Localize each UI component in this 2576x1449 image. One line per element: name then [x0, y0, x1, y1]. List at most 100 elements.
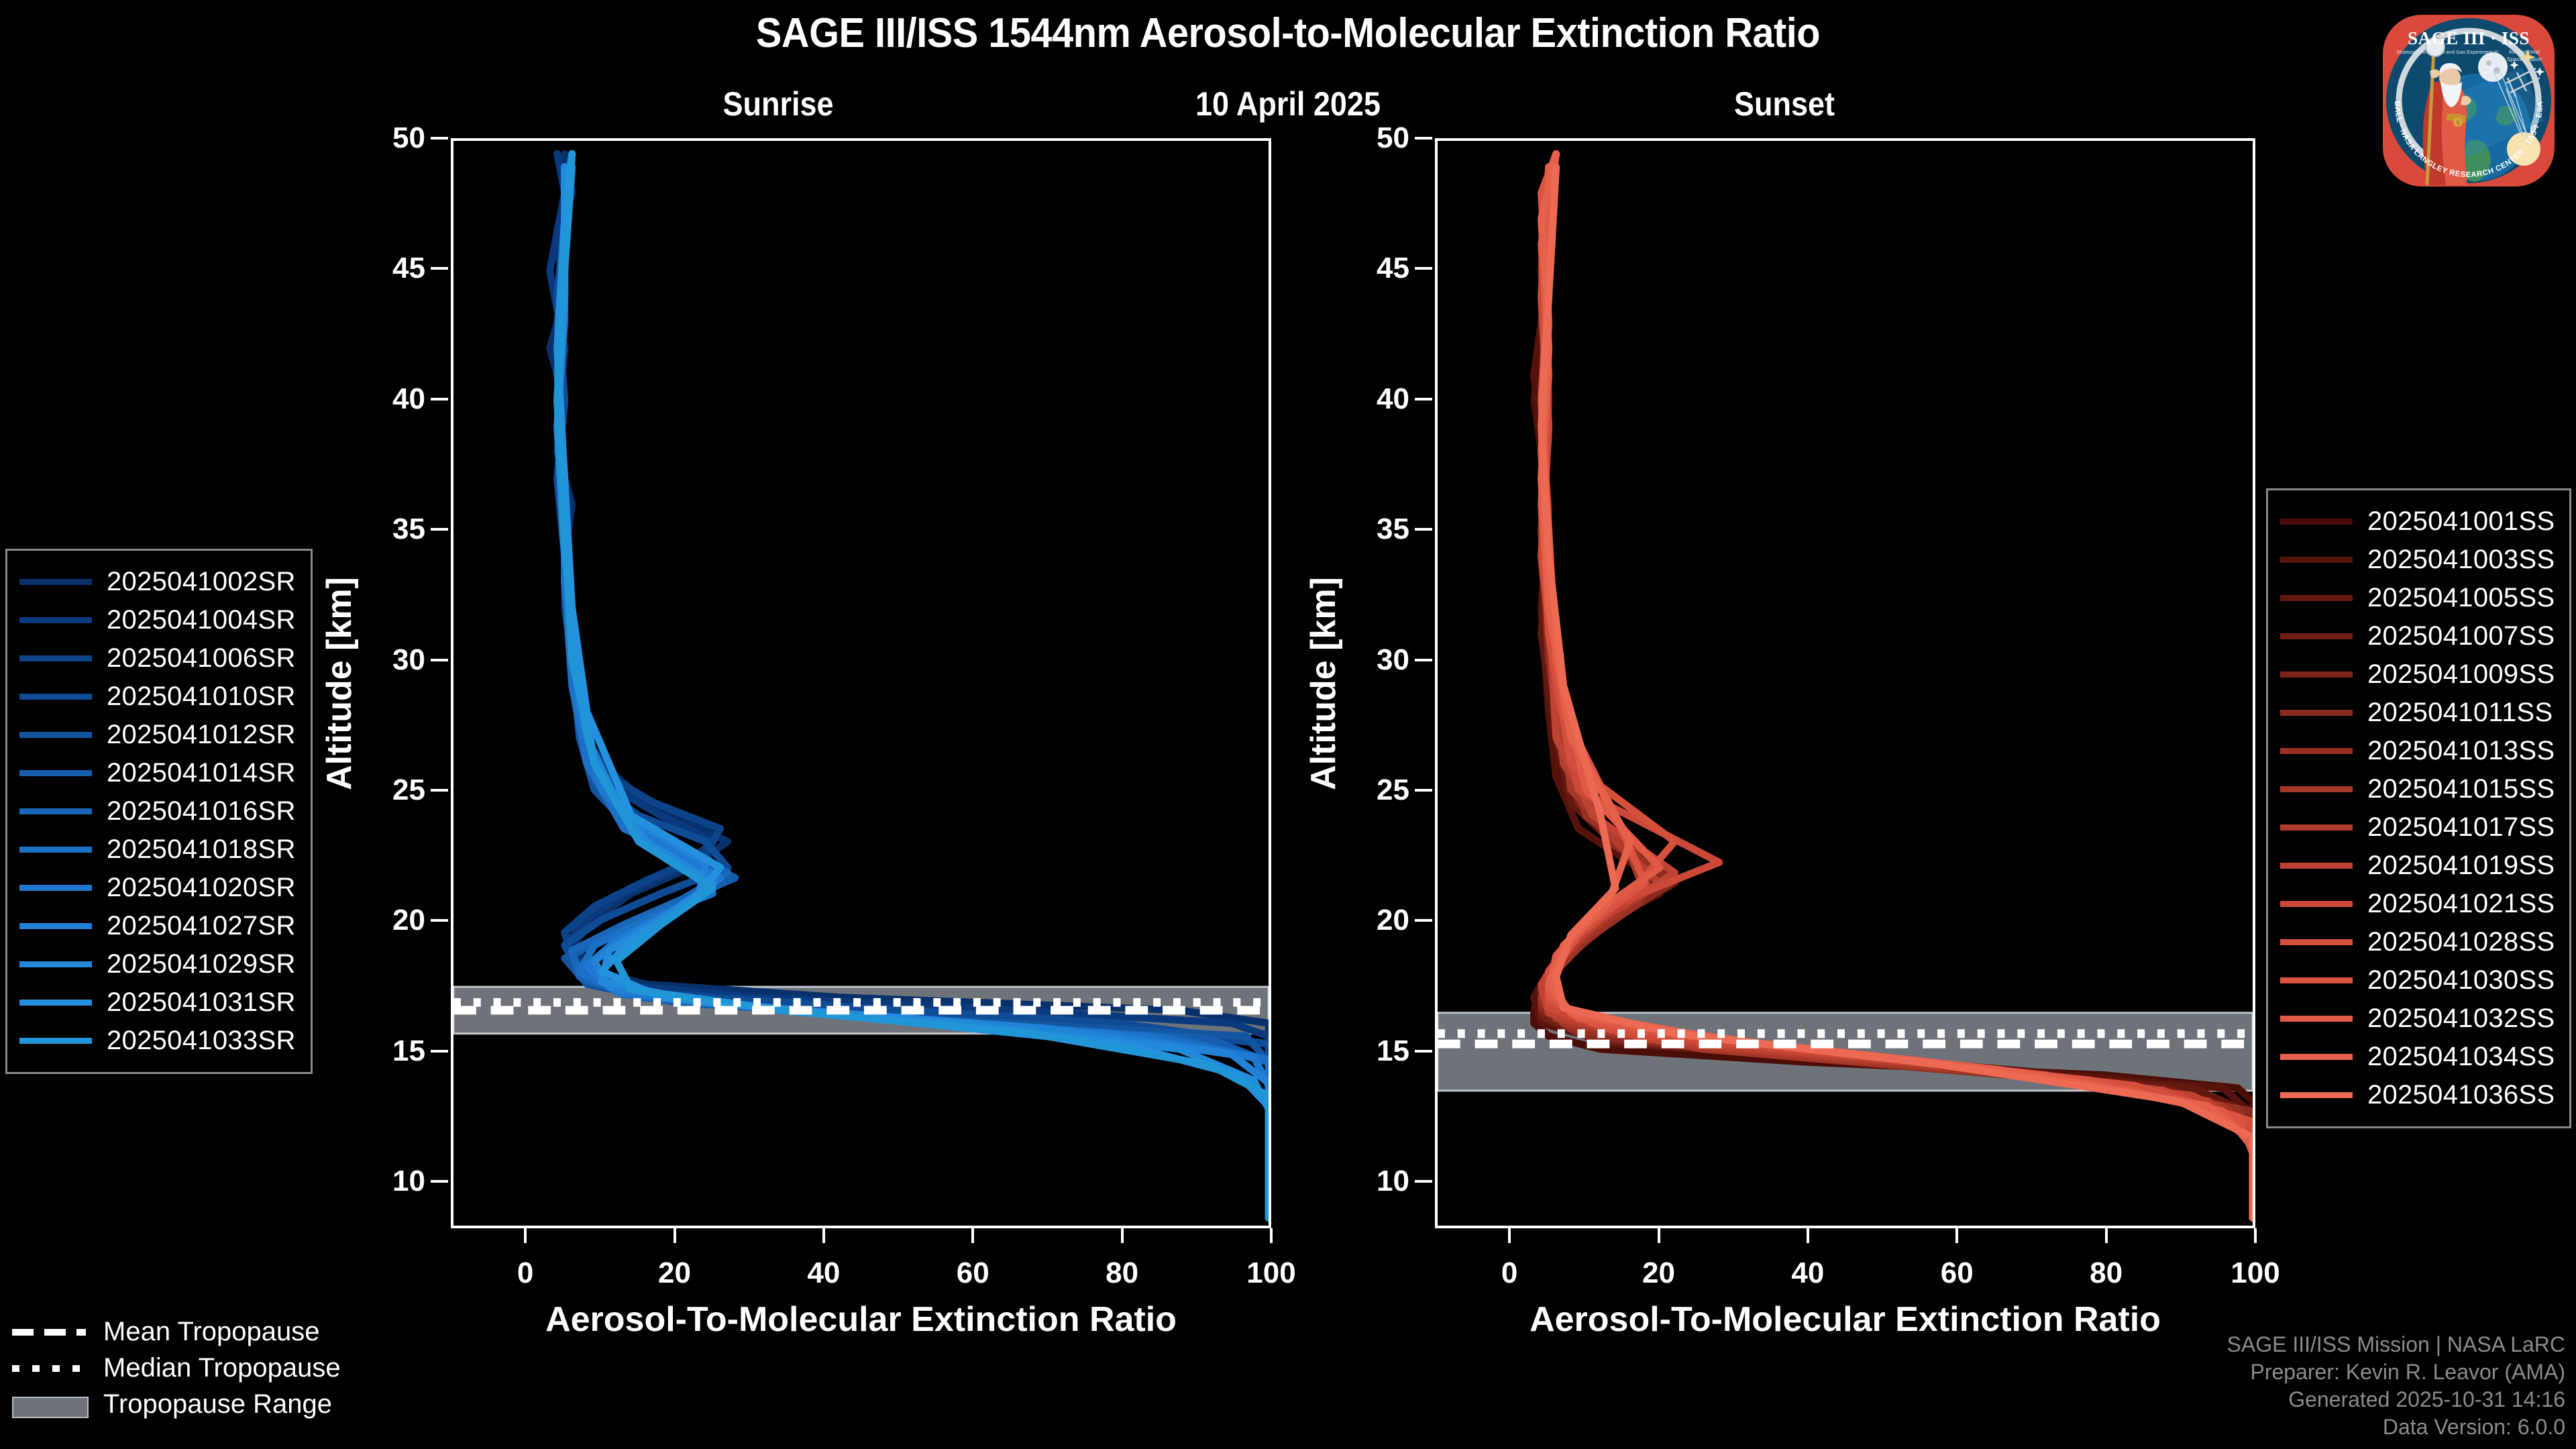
dotted-line-icon — [12, 1360, 86, 1375]
x-tick-label-sunrise-40: 40 — [807, 1256, 841, 1289]
legend-item-2025041020SR[interactable]: 2025041020SR — [19, 869, 296, 907]
legend-item-2025041005SS[interactable]: 2025041005SS — [2280, 579, 2555, 617]
y-tick-mark-sunset-50 — [1415, 137, 1432, 140]
legend-label-2025041030SS: 2025041030SS — [2367, 965, 2555, 995]
legend-item-2025041019SS[interactable]: 2025041019SS — [2280, 847, 2555, 885]
legend-color-swatch-2025041010SR — [19, 694, 92, 700]
legend-item-2025041033SR[interactable]: 2025041033SR — [19, 1022, 296, 1060]
legend-item-2025041030SS[interactable]: 2025041030SS — [2280, 961, 2555, 1000]
legend-item-2025041016SR[interactable]: 2025041016SR — [19, 792, 296, 830]
dashed-line-icon — [12, 1324, 86, 1339]
plot-frame-sunset — [1435, 138, 2255, 1228]
legend-item-2025041003SS[interactable]: 2025041003SS — [2280, 541, 2555, 579]
legend-sunset[interactable]: 2025041001SS 2025041003SS 2025041005SS 2025… — [2266, 488, 2572, 1128]
y-tick-mark-sunset-35 — [1415, 528, 1432, 531]
legend-item-2025041014SR[interactable]: 2025041014SR — [19, 754, 296, 792]
y-tick-label-sunset-50: 50 — [1377, 121, 1409, 154]
legend-item-2025041036SS[interactable]: 2025041036SS — [2280, 1076, 2555, 1114]
y-tick-mark-sunset-15 — [1415, 1049, 1432, 1053]
x-axis-sunset: Aerosol-To-Molecular Extinction Ratio 0 2… — [1435, 1228, 2280, 1349]
y-tick-label-sunrise-30: 30 — [392, 643, 425, 676]
legend-label-2025041004SR: 2025041004SR — [107, 605, 296, 635]
y-tick-label-sunset-35: 35 — [1377, 513, 1409, 546]
x-tick-label-sunset-60: 60 — [1940, 1256, 1974, 1289]
legend-item-2025041021SS[interactable]: 2025041021SS — [2280, 885, 2555, 923]
legend-label-2025041031SR: 2025041031SR — [107, 987, 296, 1017]
legend-color-swatch-2025041031SR — [19, 1000, 92, 1006]
legend-item-tropopause-range[interactable]: Tropopause Range — [12, 1386, 341, 1422]
legend-item-2025041011SS[interactable]: 2025041011SS — [2280, 694, 2555, 732]
legend-item-2025041032SS[interactable]: 2025041032SS — [2280, 1000, 2555, 1038]
legend-item-2025041010SR[interactable]: 2025041010SR — [19, 678, 296, 716]
y-tick-mark-sunset-10 — [1415, 1180, 1432, 1183]
legend-item-2025041001SS[interactable]: 2025041001SS — [2280, 502, 2555, 541]
tropopause-legend[interactable]: Mean Tropopause Median Tropopause Tropop… — [12, 1313, 341, 1422]
legend-label-2025041027SR: 2025041027SR — [107, 911, 296, 941]
legend-label-2025041013SS: 2025041013SS — [2367, 736, 2555, 765]
legend-item-median-tropopause[interactable]: Median Tropopause — [12, 1350, 341, 1386]
legend-item-2025041004SR[interactable]: 2025041004SR — [19, 601, 296, 639]
legend-color-swatch-2025041002SR — [19, 579, 92, 585]
y-tick-mark-sunset-25 — [1415, 788, 1432, 792]
legend-color-swatch-2025041013SS — [2280, 748, 2353, 754]
legend-item-2025041012SR[interactable]: 2025041012SR — [19, 716, 296, 754]
y-axis-label-sunrise: Altitude [km] — [320, 576, 359, 790]
legend-item-2025041017SS[interactable]: 2025041017SS — [2280, 808, 2555, 847]
legend-item-2025041009SS[interactable]: 2025041009SS — [2280, 655, 2555, 694]
patch-subtitle-right-1: International — [2509, 48, 2540, 55]
legend-label-tropopause-range: Tropopause Range — [103, 1389, 332, 1419]
legend-label-2025041002SR: 2025041002SR — [107, 567, 296, 596]
legend-label-2025041033SR: 2025041033SR — [107, 1026, 296, 1055]
legend-item-2025041015SS[interactable]: 2025041015SS — [2280, 770, 2555, 808]
y-axis-label-sunset: Altitude [km] — [1304, 576, 1343, 790]
y-tick-label-sunrise-15: 15 — [392, 1034, 425, 1067]
legend-color-swatch-2025041027SR — [19, 923, 92, 929]
legend-label-2025041021SS: 2025041021SS — [2367, 889, 2555, 918]
x-axis-label-sunset: Aerosol-To-Molecular Extinction Ratio — [1529, 1300, 2161, 1339]
legend-item-2025041002SR[interactable]: 2025041002SR — [19, 563, 296, 601]
legend-sunrise[interactable]: 2025041002SR 2025041004SR 2025041006SR 2025… — [5, 549, 313, 1074]
legend-item-2025041027SR[interactable]: 2025041027SR — [19, 907, 296, 945]
plot-area-sunset — [1438, 141, 2253, 1226]
legend-label-2025041007SS: 2025041007SS — [2367, 621, 2555, 651]
x-tick-label-sunset-40: 40 — [1791, 1256, 1825, 1289]
legend-label-2025041028SS: 2025041028SS — [2367, 927, 2555, 957]
y-tick-label-sunrise-20: 20 — [392, 904, 425, 937]
legend-label-2025041017SS: 2025041017SS — [2367, 812, 2555, 842]
plot-panel-sunrise[interactable] — [451, 138, 1271, 1228]
legend-item-2025041034SS[interactable]: 2025041034SS — [2280, 1038, 2555, 1076]
x-tick-label-sunset-20: 20 — [1642, 1256, 1676, 1289]
plot-panel-sunset[interactable] — [1435, 138, 2255, 1228]
x-tick-label-sunrise-80: 80 — [1106, 1256, 1139, 1289]
y-tick-mark-sunrise-10 — [431, 1180, 448, 1183]
legend-color-swatch-2025041028SS — [2280, 939, 2353, 945]
legend-item-2025041029SR[interactable]: 2025041029SR — [19, 945, 296, 983]
credits-block: SAGE III/ISS Mission | NASA LaRC Prepare… — [2227, 1331, 2565, 1441]
legend-color-swatch-2025041011SS — [2280, 710, 2353, 716]
y-axis-sunrise: Altitude [km] 10 15 20 25 30 35 40 45 50 — [320, 121, 448, 1228]
legend-label-2025041012SR: 2025041012SR — [107, 720, 296, 749]
legend-item-mean-tropopause[interactable]: Mean Tropopause — [12, 1313, 341, 1350]
x-tick-mark-sunset-40 — [1806, 1228, 1809, 1243]
y-tick-mark-sunset-30 — [1415, 658, 1432, 661]
y-tick-label-sunrise-50: 50 — [392, 121, 425, 154]
y-tick-label-sunrise-45: 45 — [392, 252, 425, 285]
y-tick-label-sunrise-35: 35 — [392, 513, 425, 546]
x-tick-label-sunrise-0: 0 — [517, 1256, 534, 1289]
credit-data-version: Data Version: 6.0.0 — [2382, 1415, 2565, 1440]
x-tick-mark-sunset-20 — [1657, 1228, 1660, 1243]
profile-line-2025041036SS — [1538, 163, 2253, 1222]
y-tick-mark-sunrise-25 — [431, 788, 448, 792]
legend-item-2025041013SS[interactable]: 2025041013SS — [2280, 732, 2555, 770]
legend-item-2025041031SR[interactable]: 2025041031SR — [19, 983, 296, 1022]
legend-item-2025041006SR[interactable]: 2025041006SR — [19, 639, 296, 678]
profile-line-2025041027SR — [553, 163, 1269, 1222]
x-tick-label-sunset-100: 100 — [2231, 1256, 2280, 1289]
legend-item-2025041018SR[interactable]: 2025041018SR — [19, 830, 296, 869]
profile-line-2025041018SR — [553, 163, 1269, 1222]
legend-item-2025041007SS[interactable]: 2025041007SS — [2280, 617, 2555, 655]
legend-item-2025041028SS[interactable]: 2025041028SS — [2280, 923, 2555, 961]
y-axis-sunset: Altitude [km] 10 15 20 25 30 35 40 45 50 — [1304, 121, 1432, 1228]
y-tick-label-sunset-40: 40 — [1377, 382, 1409, 415]
legend-color-swatch-2025041009SS — [2280, 672, 2353, 678]
